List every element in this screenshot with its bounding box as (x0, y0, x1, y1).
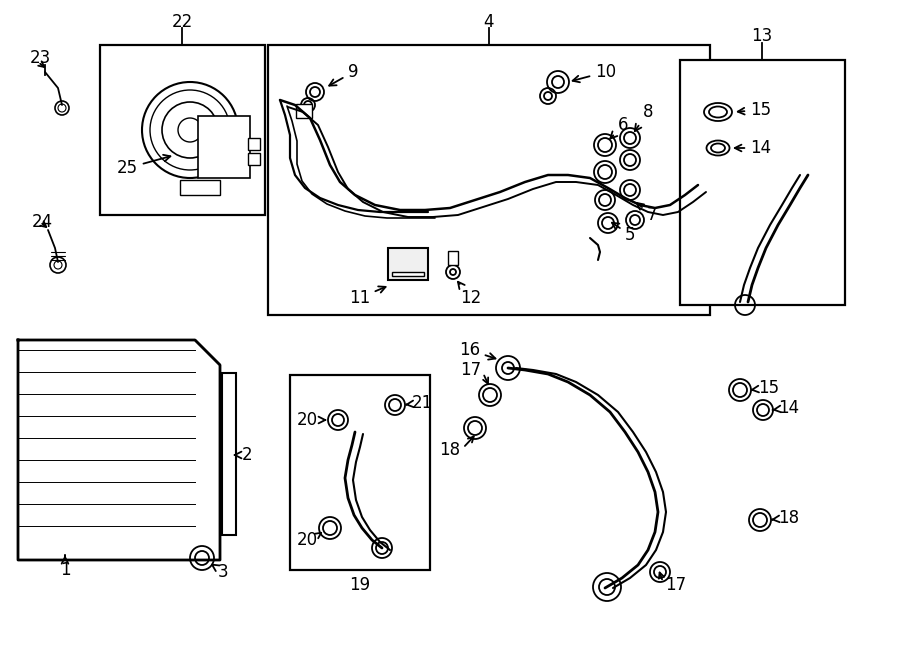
Text: 12: 12 (458, 282, 482, 307)
Bar (100, 45, 265, 215)
Bar (222, 373, 236, 535)
Bar (248, 138, 260, 150)
Text: 14: 14 (772, 399, 799, 417)
Text: 19: 19 (349, 576, 371, 594)
Text: 17: 17 (665, 576, 686, 594)
Bar (392, 272, 424, 276)
Bar (268, 45, 710, 315)
Text: 20: 20 (297, 531, 318, 549)
Text: 15: 15 (752, 379, 779, 397)
Text: 18: 18 (772, 509, 799, 527)
Text: 24: 24 (32, 213, 53, 231)
Text: 7: 7 (637, 203, 658, 224)
Text: 15: 15 (738, 101, 771, 119)
Text: 13: 13 (752, 27, 772, 45)
Bar (296, 104, 312, 118)
Bar (290, 375, 430, 570)
Text: 22: 22 (171, 13, 193, 31)
Text: 10: 10 (572, 63, 616, 82)
Bar (448, 251, 458, 265)
Text: 18: 18 (439, 441, 460, 459)
Text: 5: 5 (612, 223, 635, 244)
Text: 2: 2 (235, 446, 253, 464)
Text: 17: 17 (460, 361, 481, 379)
Text: 1: 1 (59, 555, 70, 579)
Bar (180, 180, 220, 195)
Text: 4: 4 (484, 13, 494, 31)
Text: 25: 25 (117, 155, 170, 177)
Text: 23: 23 (30, 49, 51, 67)
Bar (680, 60, 845, 305)
Bar (248, 153, 260, 165)
Text: 6: 6 (610, 116, 628, 139)
Text: 11: 11 (349, 286, 385, 307)
Text: 14: 14 (734, 139, 771, 157)
Bar (388, 248, 428, 280)
Bar (198, 116, 250, 178)
Text: 8: 8 (634, 103, 653, 131)
Text: 20: 20 (297, 411, 325, 429)
Text: 9: 9 (329, 63, 358, 86)
Text: 21: 21 (406, 394, 433, 412)
Text: 16: 16 (459, 341, 495, 360)
Text: 3: 3 (212, 563, 229, 581)
